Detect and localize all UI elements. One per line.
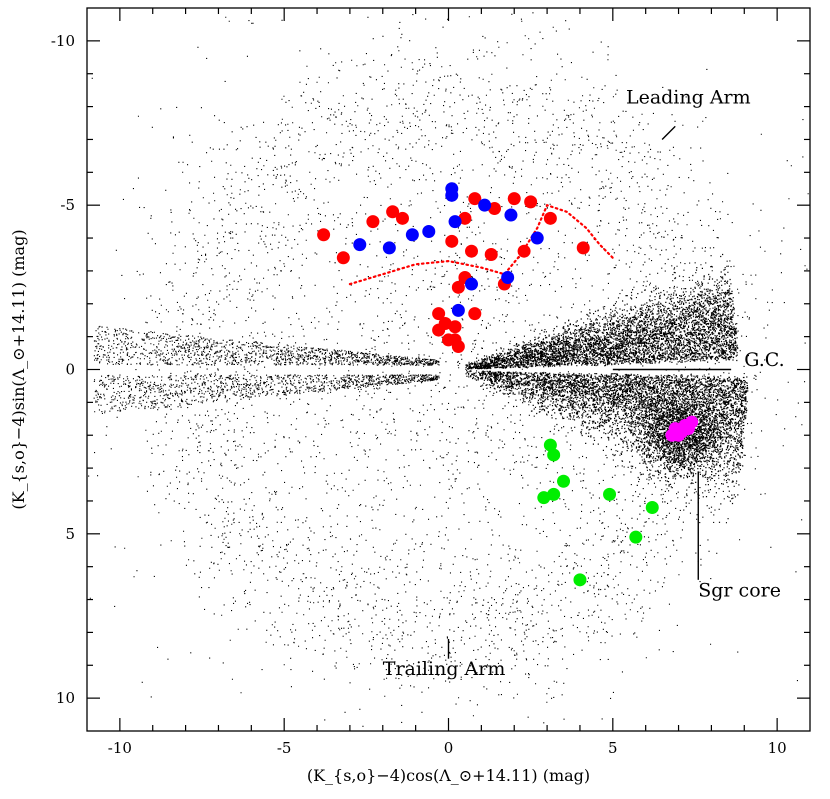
series-1-point-1 xyxy=(382,241,396,255)
series-0-point-19 xyxy=(468,307,482,321)
series-1-point-3 xyxy=(422,224,436,238)
annotation-label-0: Leading Arm xyxy=(626,86,751,108)
y-tick-label: -5 xyxy=(60,196,75,214)
series-3-point-7 xyxy=(668,425,682,439)
series-0 xyxy=(317,192,590,353)
series-0-point-23 xyxy=(432,323,446,337)
series-0-point-17 xyxy=(451,280,465,294)
series-0-point-26 xyxy=(442,333,455,347)
series-0-point-12 xyxy=(576,241,590,255)
y-tick-label: -10 xyxy=(51,32,75,50)
series-2-point-1 xyxy=(547,448,561,462)
annotation-label-1: G.C. xyxy=(744,349,784,371)
series-0-point-1 xyxy=(336,251,350,265)
annotation-leader-0 xyxy=(661,125,676,140)
annotations: Leading Arm G.C. Sgr core Trailing Arm xyxy=(383,86,785,680)
series-0-point-13 xyxy=(517,244,531,258)
axis-ticks: -10 -5 0 5 10 -10 -5 0 5 10 xyxy=(51,8,810,757)
series-1-point-12 xyxy=(451,303,465,317)
series-2-point-6 xyxy=(645,501,659,515)
series-2-point-4 xyxy=(537,491,551,505)
y-tick-label: 0 xyxy=(65,361,75,379)
series-1-point-8 xyxy=(504,208,518,222)
series-1-point-7 xyxy=(478,198,492,212)
series-1-point-5 xyxy=(445,188,459,202)
series-0-point-11 xyxy=(543,211,557,225)
x-axis-label: (K_{s,o}−4)cos(Λ_⊙+14.11) (mag) xyxy=(307,766,590,785)
y-tick-label: 10 xyxy=(56,689,75,707)
annotation-label-3: Trailing Arm xyxy=(383,658,506,680)
series-1-point-0 xyxy=(353,238,367,252)
x-tick-label: 5 xyxy=(608,739,618,757)
series-2-point-0 xyxy=(543,438,557,452)
series-0-point-4 xyxy=(395,211,409,225)
x-tick-label: 10 xyxy=(768,739,787,757)
series-0-point-0 xyxy=(317,228,331,242)
series-1-point-10 xyxy=(501,270,515,284)
series-0-point-25 xyxy=(451,339,465,353)
series-2 xyxy=(537,438,659,587)
series-0-point-9 xyxy=(507,192,521,206)
series-0-point-20 xyxy=(432,307,446,321)
series-3-point-6 xyxy=(681,422,695,436)
data-series xyxy=(317,182,699,587)
y-tick-label: 5 xyxy=(65,525,75,543)
annotation-label-2: Sgr core xyxy=(698,579,781,601)
series-0-point-10 xyxy=(524,195,538,209)
series-0-point-2 xyxy=(366,215,380,229)
series-0-point-14 xyxy=(465,244,479,258)
series-1-point-6 xyxy=(448,215,462,229)
series-0-point-8 xyxy=(488,201,502,215)
series-0-point-6 xyxy=(458,211,472,225)
x-tick-label: -10 xyxy=(108,739,132,757)
series-1-point-9 xyxy=(530,231,544,245)
series-2-point-7 xyxy=(629,530,643,544)
series-0-point-5 xyxy=(445,234,459,248)
series-0-point-7 xyxy=(468,192,482,206)
series-1 xyxy=(353,182,544,317)
series-1-point-11 xyxy=(465,277,479,291)
x-tick-label: -5 xyxy=(277,739,292,757)
series-0-point-15 xyxy=(484,247,498,261)
series-3 xyxy=(665,415,699,442)
series-2-point-3 xyxy=(547,487,561,501)
series-2-point-2 xyxy=(557,474,571,488)
y-axis-label: (K_{s,o}−4)sin(Λ_⊙+14.11) (mag) xyxy=(9,229,28,509)
series-2-point-8 xyxy=(573,573,587,587)
series-2-point-5 xyxy=(603,487,617,501)
series-0-point-3 xyxy=(386,205,400,219)
series-1-point-2 xyxy=(405,228,419,242)
x-tick-label: 0 xyxy=(444,739,454,757)
series-0-point-22 xyxy=(448,320,462,334)
